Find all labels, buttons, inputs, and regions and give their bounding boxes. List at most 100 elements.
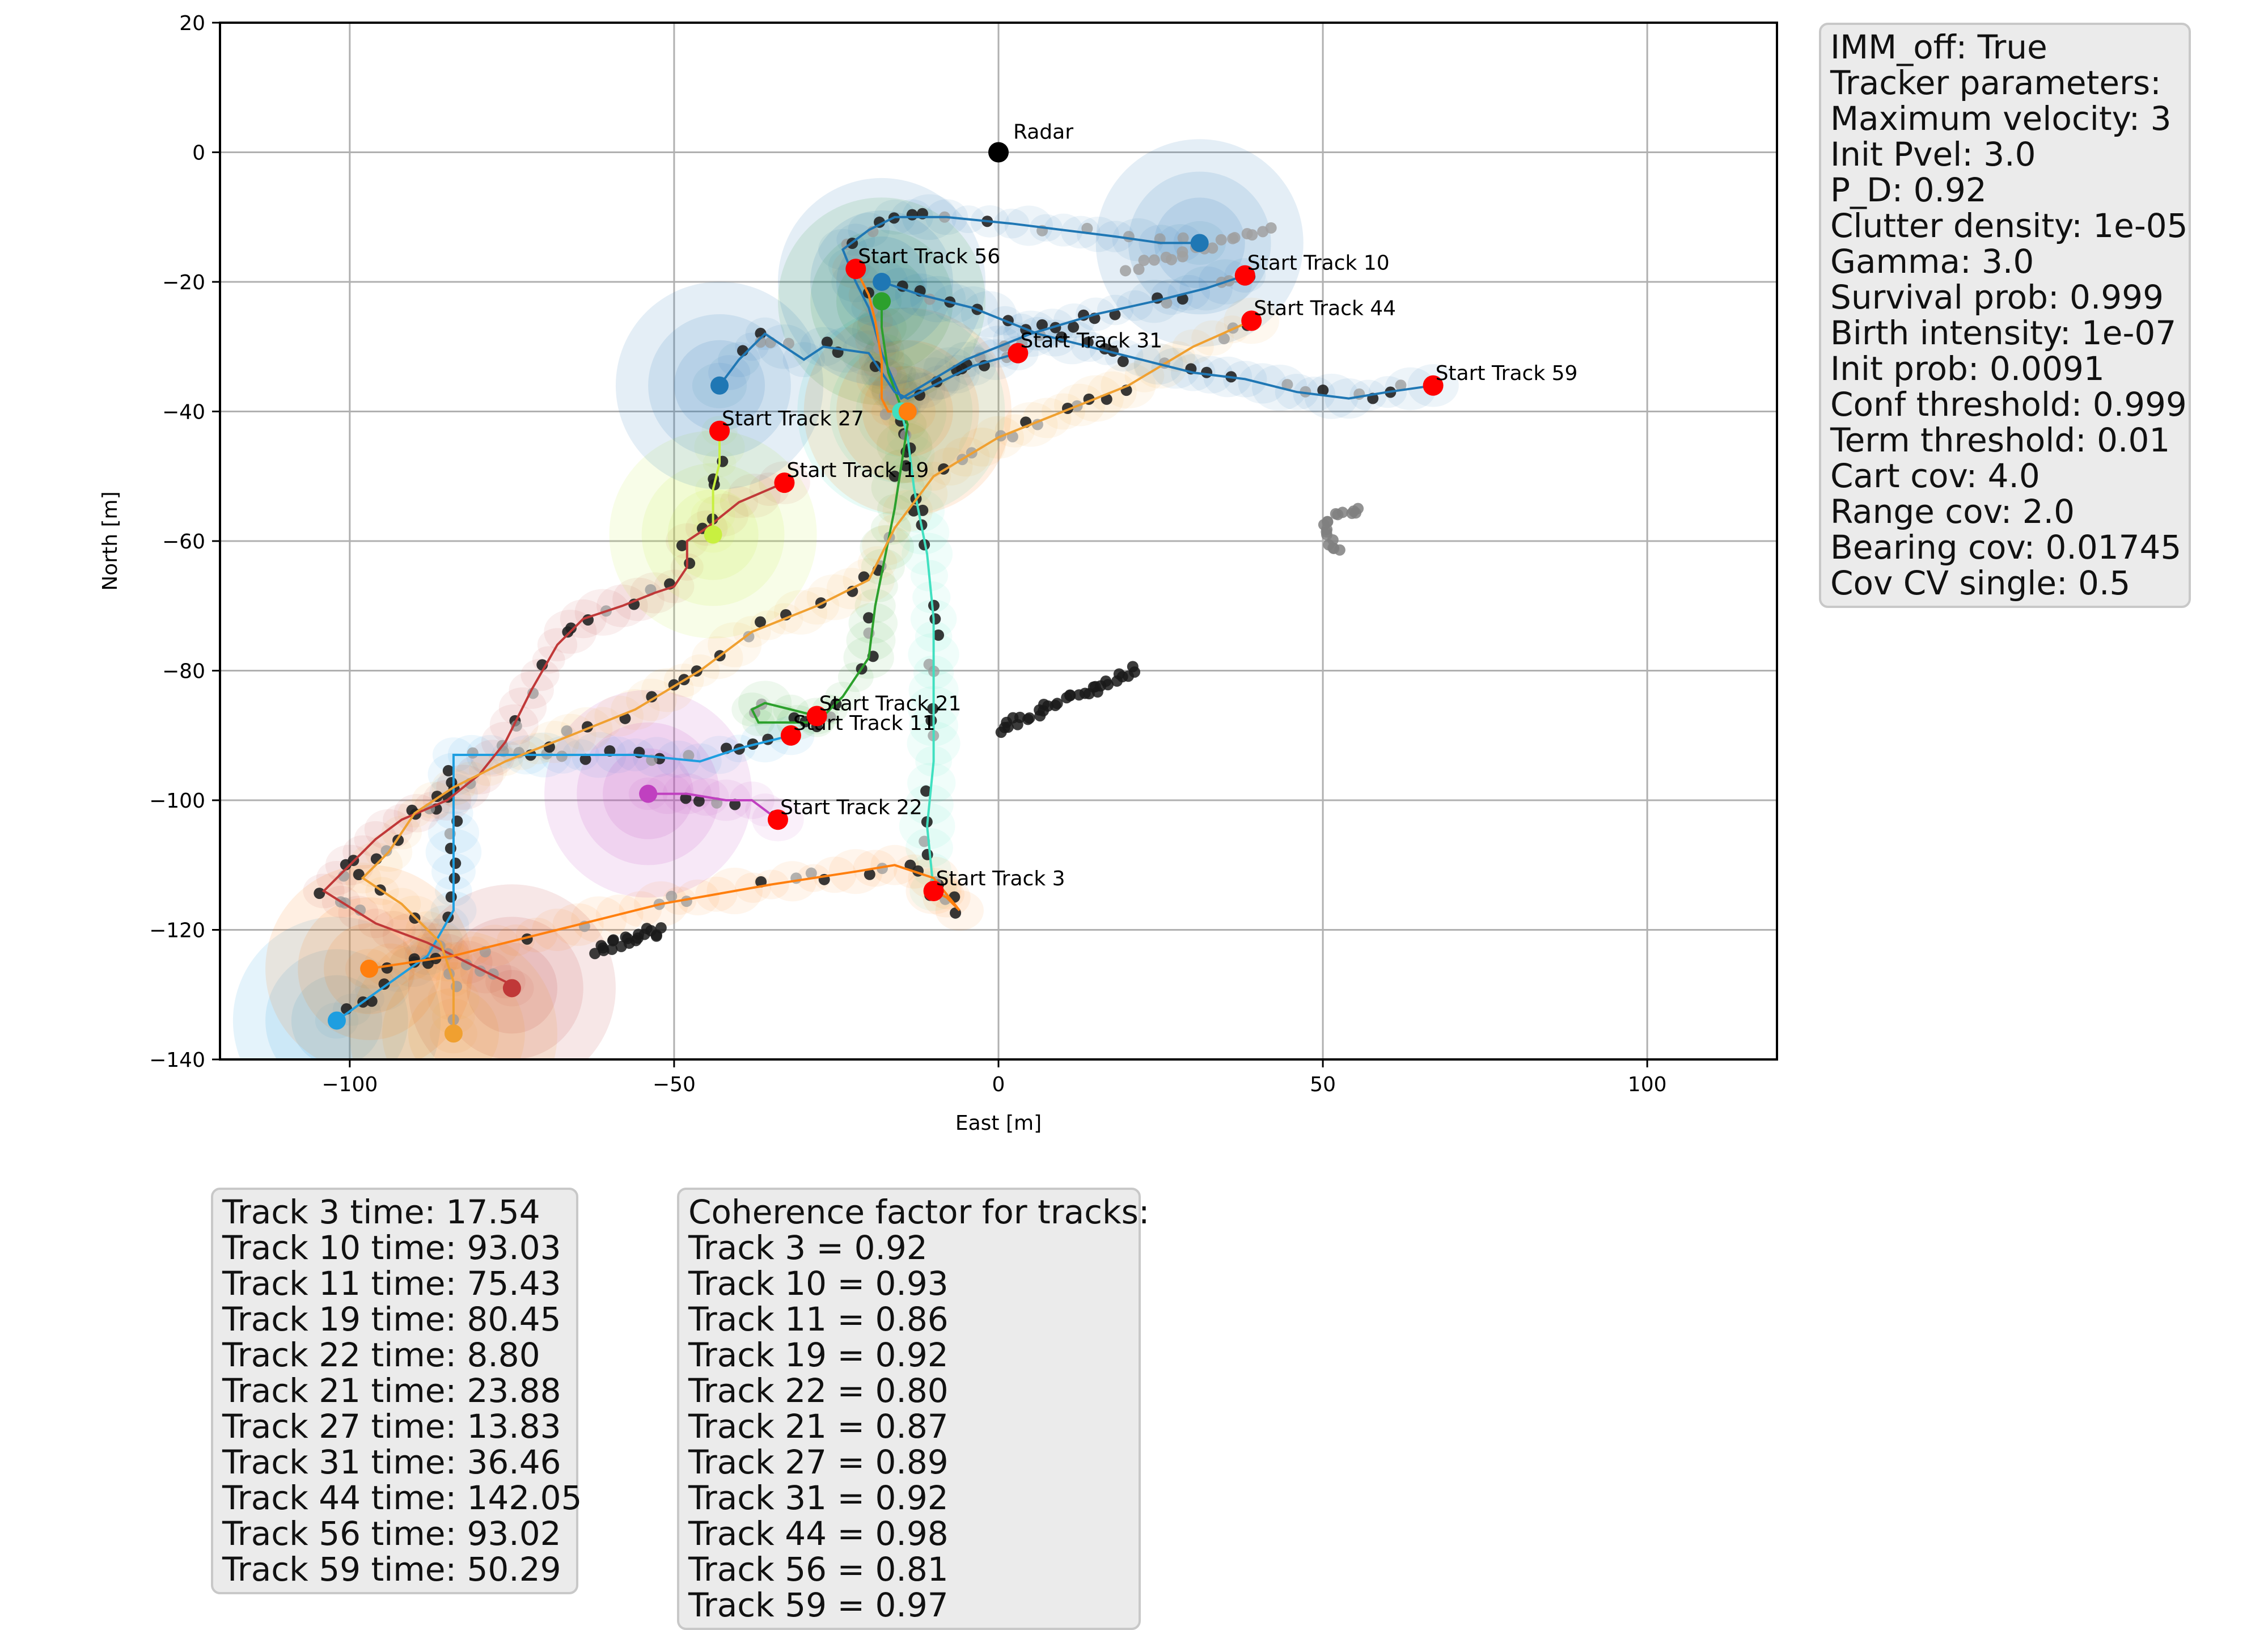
clutter-point xyxy=(1051,698,1063,710)
measurement-point xyxy=(680,792,692,804)
track-start-marker xyxy=(780,725,801,746)
clutter-point xyxy=(1119,265,1131,277)
info-line: Track 22 time: 8.80 xyxy=(222,1336,540,1374)
info-line: Track 11 = 0.86 xyxy=(688,1300,949,1338)
y-tick-label: −120 xyxy=(149,919,205,943)
info-line: Init Pvel: 3.0 xyxy=(1830,135,2036,174)
measurement-point xyxy=(888,470,900,482)
track-start-label: Start Track 21 xyxy=(819,692,962,715)
measurement-point xyxy=(556,750,568,762)
track-start-label: Start Track 44 xyxy=(1254,297,1396,320)
measurement-point xyxy=(1177,293,1188,305)
info-line: Tracker parameters: xyxy=(1830,64,2161,102)
track-markers: Start Track 3 Start Track 10 Start Track 1… xyxy=(327,121,1577,1043)
y-tick-label: 0 xyxy=(192,142,205,165)
measurement-point xyxy=(1300,386,1311,398)
measurement-point xyxy=(906,209,918,221)
measurement-point xyxy=(450,858,462,869)
info-line: Track 27 time: 13.83 xyxy=(222,1407,561,1446)
track-end-marker xyxy=(710,376,729,395)
track-line xyxy=(718,332,1018,400)
radar-marker xyxy=(988,142,1009,163)
track-start-marker xyxy=(709,420,730,441)
x-axis-label: East [m] xyxy=(955,1112,1042,1135)
track-start-label: Start Track 56 xyxy=(858,245,1000,268)
measurement-point xyxy=(380,845,392,857)
track-start-marker xyxy=(806,706,827,727)
measurement-point xyxy=(755,336,767,348)
covariance-blob xyxy=(232,917,441,1059)
info-line: Track 21 = 0.87 xyxy=(688,1407,949,1446)
x-tick-label: −100 xyxy=(321,1073,378,1096)
clutter-point xyxy=(1002,721,1014,733)
clutter-point xyxy=(1133,263,1145,275)
track-line xyxy=(881,281,1433,400)
measurement-point xyxy=(683,750,695,762)
info-line: Range cov: 2.0 xyxy=(1830,492,2075,531)
clutter-point xyxy=(1352,502,1364,514)
clutter-point xyxy=(607,934,619,946)
clutter-point xyxy=(1207,242,1218,254)
clutter-point xyxy=(1265,222,1277,234)
info-line: Track 19 = 0.92 xyxy=(688,1336,949,1374)
info-line: Track 19 time: 80.45 xyxy=(222,1300,561,1338)
measurement-point xyxy=(956,362,968,374)
measurement-point xyxy=(919,835,930,847)
info-line: Track 56 time: 93.02 xyxy=(222,1514,561,1553)
clutter-point xyxy=(1022,713,1034,725)
info-line: Birth intensity: 1e-07 xyxy=(1830,314,2177,352)
x-tick-label: 50 xyxy=(1310,1073,1336,1096)
clutter-point xyxy=(1064,690,1076,702)
track-line xyxy=(321,482,785,989)
info-line: P_D: 0.92 xyxy=(1830,171,1987,209)
measurement-point xyxy=(1177,232,1189,244)
measurement-point xyxy=(1036,319,1048,331)
clutter-point xyxy=(589,948,601,960)
measurement-point xyxy=(381,962,393,974)
measurement-points xyxy=(314,208,1441,1025)
measurement-point xyxy=(1068,321,1080,333)
measurement-point xyxy=(805,867,817,879)
clutter-point xyxy=(1165,254,1177,265)
track-end-marker xyxy=(360,960,379,978)
track-start-marker xyxy=(1008,343,1029,364)
track-end-marker xyxy=(502,979,521,998)
info-line: Track 59 time: 50.29 xyxy=(222,1550,561,1589)
clutter-point xyxy=(1138,255,1150,267)
axis-ticks: −100 −50 0 50 100 20 0 −20 −40 −60 −80 −100 −120 −140 xyxy=(149,12,1666,1096)
measurement-point xyxy=(821,336,833,348)
measurement-point xyxy=(579,753,591,765)
measurement-point xyxy=(1201,366,1213,378)
info-line: Track 31 = 0.92 xyxy=(688,1479,949,1517)
track-end-marker xyxy=(898,402,917,421)
track-start-marker xyxy=(1234,265,1255,286)
track-end-marker xyxy=(1190,234,1209,252)
measurement-point xyxy=(666,890,678,902)
x-tick-label: 0 xyxy=(992,1073,1005,1096)
measurement-point xyxy=(467,747,479,759)
y-tick-label: −40 xyxy=(162,401,205,424)
info-line: Clutter density: 1e-05 xyxy=(1830,206,2188,245)
measurement-point xyxy=(1281,379,1293,391)
clutter-point xyxy=(655,922,667,934)
x-tick-label: −50 xyxy=(653,1073,696,1096)
measurement-point xyxy=(929,613,941,625)
measurement-point xyxy=(1123,231,1135,243)
track-end-marker xyxy=(704,525,722,544)
measurement-point xyxy=(755,616,767,628)
track-line xyxy=(854,268,908,413)
info-line: Init prob: 0.0091 xyxy=(1830,349,2105,388)
info-line: Track 27 = 0.89 xyxy=(688,1443,949,1481)
info-line: Track 59 = 0.97 xyxy=(688,1586,949,1624)
info-line: Track 3 = 0.92 xyxy=(688,1228,928,1267)
measurement-point xyxy=(788,712,800,724)
info-line: Coherence factor for tracks: xyxy=(688,1193,1150,1231)
y-tick-label: −60 xyxy=(162,530,205,554)
info-line: Track 44 time: 142.05 xyxy=(222,1479,582,1517)
y-tick-label: −140 xyxy=(149,1049,205,1072)
track-start-marker xyxy=(767,809,788,830)
info-line: Term threshold: 0.01 xyxy=(1830,421,2170,459)
info-line: Track 44 = 0.98 xyxy=(688,1514,949,1553)
clutter-point xyxy=(1336,506,1348,518)
